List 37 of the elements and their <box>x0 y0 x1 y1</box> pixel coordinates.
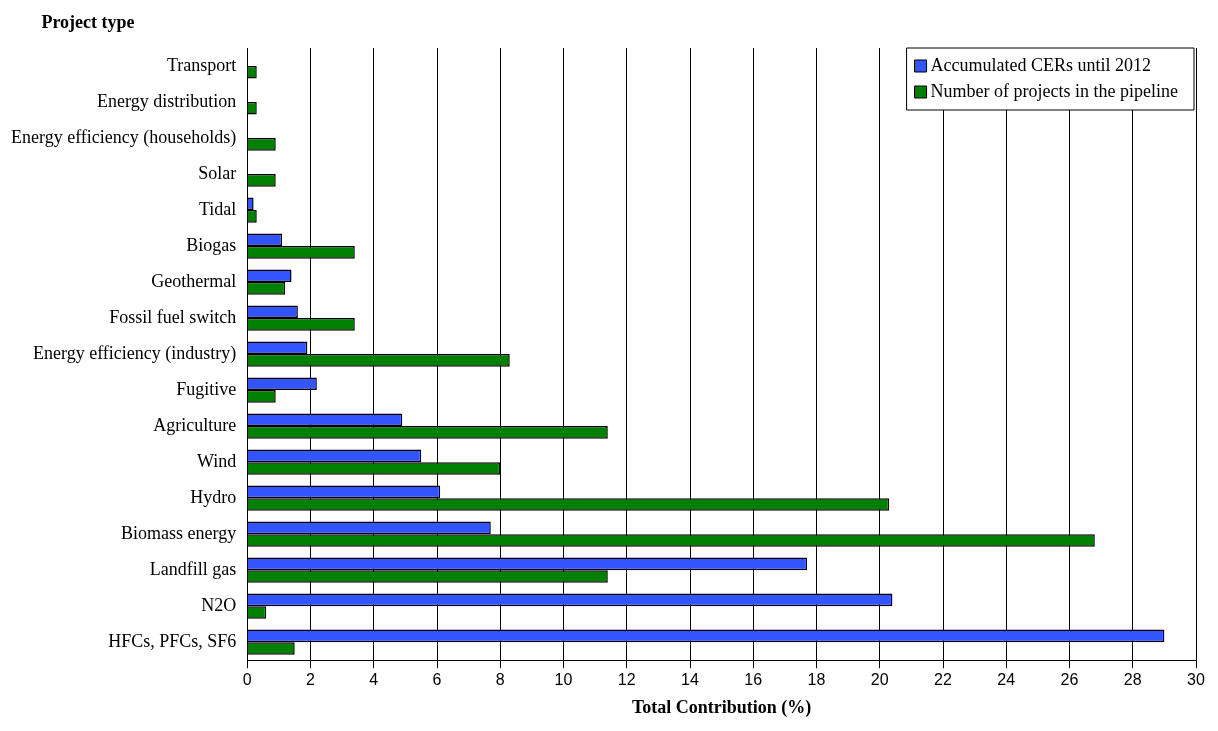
y-tick-label: Landfill gas <box>149 558 237 579</box>
y-tick-label: Hydro <box>190 486 237 507</box>
x-tick-label: 16 <box>744 671 763 689</box>
y-tick-label: Energy efficiency (industry) <box>33 342 237 364</box>
y-axis-title: Project type <box>41 11 135 32</box>
x-tick-label: 4 <box>369 671 379 689</box>
y-tick-label: Fugitive <box>176 378 237 399</box>
x-tick-label: 8 <box>495 671 505 689</box>
y-tick-label: Fossil fuel switch <box>109 306 237 327</box>
x-tick-label: 18 <box>807 671 826 689</box>
x-tick-label: 30 <box>1187 671 1205 689</box>
y-tick-label: Energy efficiency (households) <box>11 126 237 148</box>
y-tick-label: N2O <box>201 594 237 615</box>
x-tick-label: 20 <box>870 671 889 689</box>
x-tick-label: 6 <box>432 671 442 689</box>
x-axis-title: Total Contribution (%) <box>631 696 812 718</box>
x-tick-label: 10 <box>554 671 573 689</box>
x-tick-label: 24 <box>997 671 1016 689</box>
x-tick-label: 22 <box>934 671 952 689</box>
x-tick-label: 14 <box>681 671 700 689</box>
y-tick-label: Energy distribution <box>97 90 237 111</box>
x-tick-label: 26 <box>1060 671 1079 689</box>
y-tick-label: Biomass energy <box>121 522 237 543</box>
legend-label: Number of projects in the pipeline <box>930 80 1179 101</box>
y-tick-label: Geothermal <box>151 270 237 291</box>
y-tick-label: Transport <box>166 54 237 75</box>
y-tick-label: Solar <box>198 162 237 183</box>
x-tick-label: 28 <box>1123 671 1142 689</box>
y-tick-label: HFCs, PFCs, SF6 <box>108 630 237 651</box>
x-tick-label: 12 <box>617 671 636 689</box>
x-tick-label: 2 <box>306 671 316 689</box>
y-tick-label: Tidal <box>198 198 237 219</box>
y-tick-label: Biogas <box>186 234 237 255</box>
y-tick-label: Agriculture <box>153 414 237 435</box>
y-tick-label: Wind <box>196 450 237 471</box>
x-tick-label: 0 <box>242 671 252 689</box>
legend-label: Accumulated CERs until 2012 <box>930 54 1152 75</box>
